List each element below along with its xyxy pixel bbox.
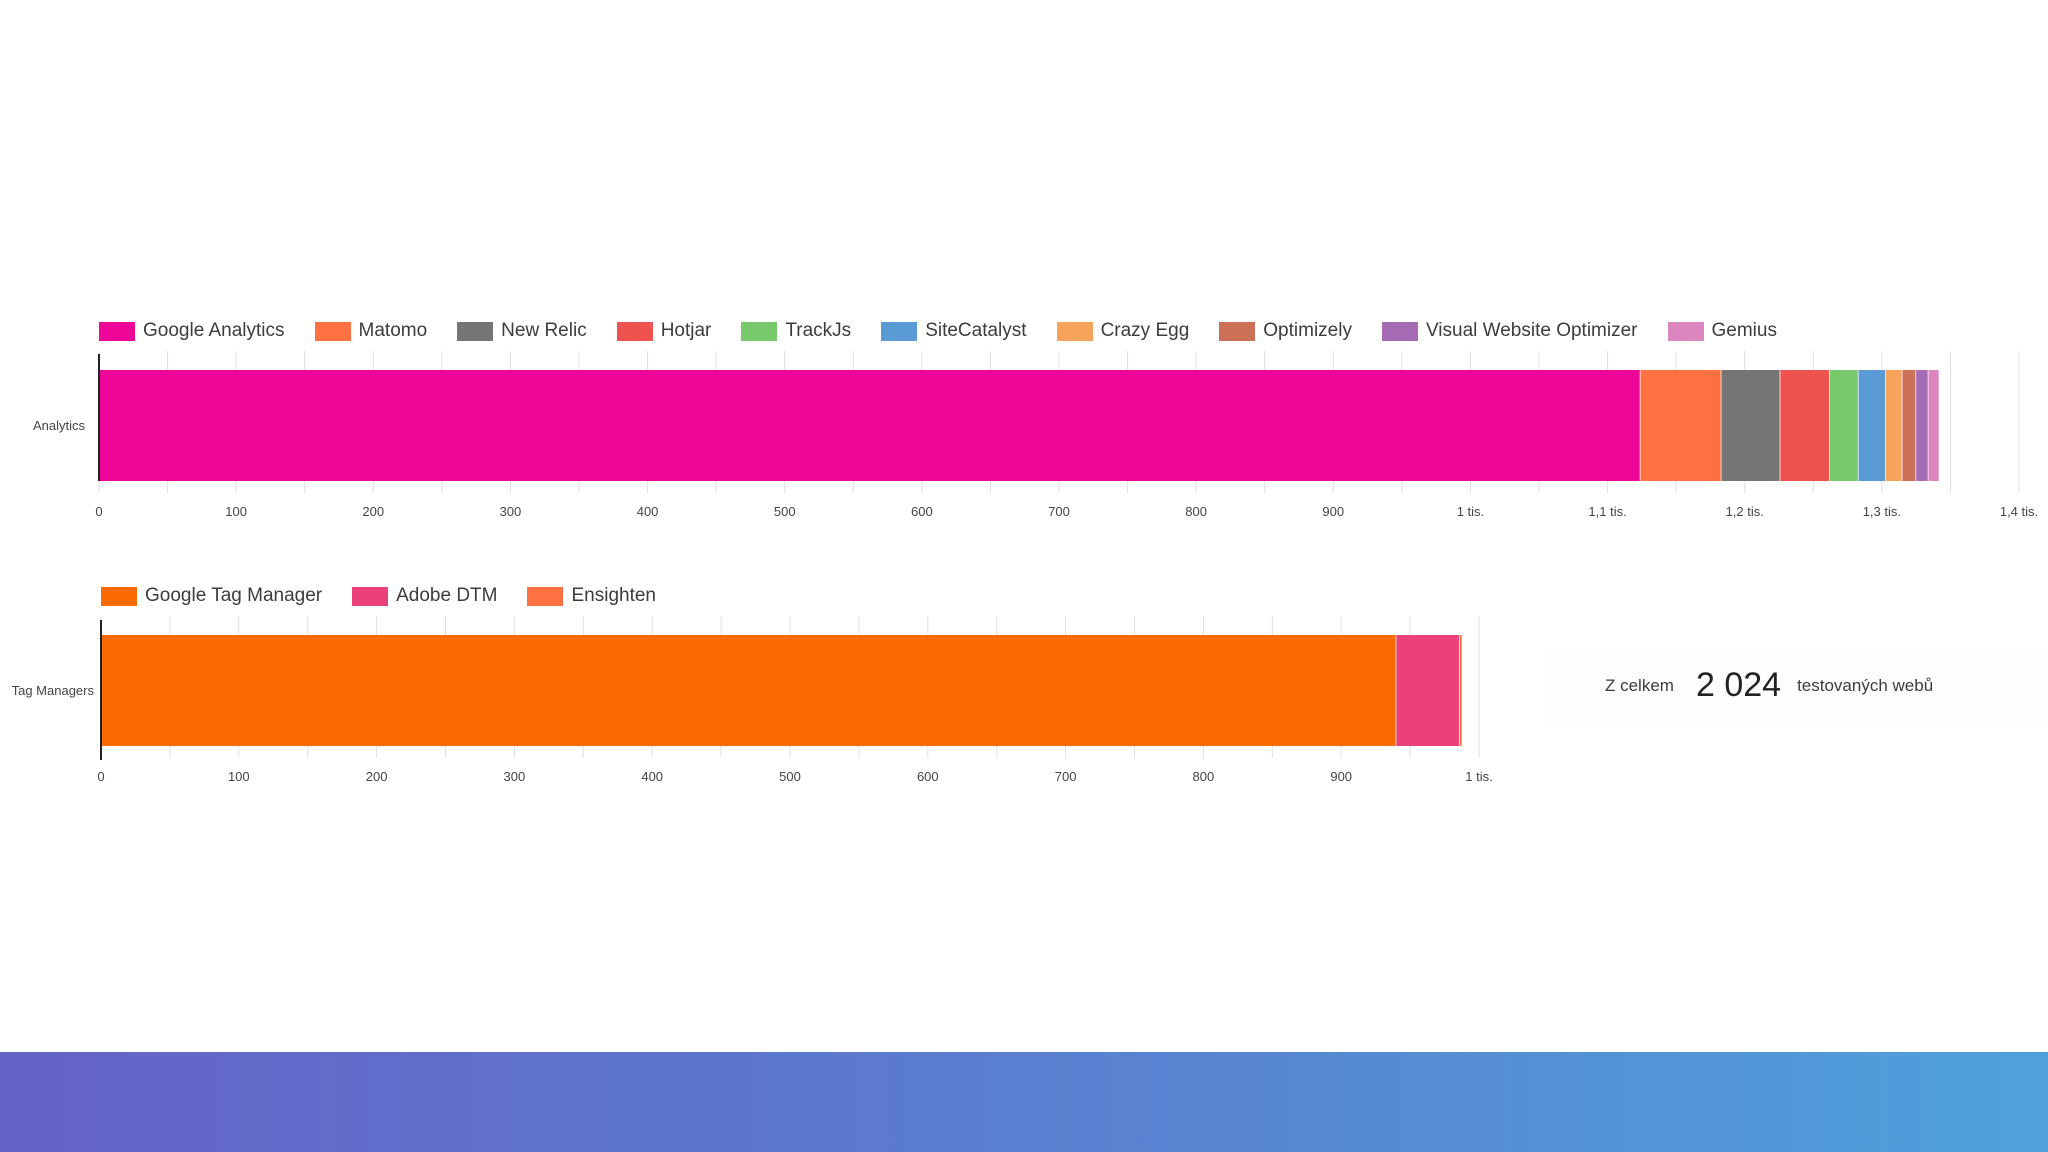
legend-swatch (101, 586, 137, 606)
legend-swatch (1381, 321, 1418, 341)
legend-swatch (527, 586, 564, 606)
x-tick-label: 0 (95, 504, 102, 519)
bar-segment-google-analytics[interactable] (99, 370, 1641, 481)
legend-label: Gemius (1711, 320, 1777, 341)
x-tick-label: 600 (911, 504, 933, 519)
summary-prefix: Z celkem (1605, 675, 1674, 695)
tag-managers-legend: Google Tag Manager Adobe DTM Ensighten (101, 585, 686, 607)
x-tick-label: 300 (500, 504, 522, 519)
legend-swatch (741, 321, 778, 341)
category-label: Analytics (33, 418, 86, 433)
x-tick-label: 700 (1055, 769, 1077, 784)
legend-swatch (457, 321, 494, 341)
legend-label: Google Tag Manager (145, 585, 323, 606)
legend-item[interactable]: Hotjar (616, 320, 712, 342)
bar-segment-trackjs[interactable] (1829, 370, 1859, 481)
legend-swatch (99, 321, 135, 341)
x-tick-label: 500 (774, 504, 796, 519)
legend-item[interactable]: Optimizely (1219, 320, 1352, 342)
x-tick-label: 400 (641, 769, 663, 784)
x-tick-label: 1 tis. (1465, 769, 1492, 784)
legend-label: TrackJs (785, 320, 852, 341)
x-tick-label: 600 (917, 769, 939, 784)
bar-segment-hotjar[interactable] (1780, 370, 1830, 481)
x-tick-label: 100 (225, 504, 247, 519)
x-tick-label: 700 (1048, 504, 1070, 519)
legend-label: Optimizely (1263, 320, 1352, 341)
x-tick-label: 0 (97, 769, 104, 784)
x-tick-label: 800 (1185, 504, 1207, 519)
legend-label: Google Analytics (143, 320, 285, 341)
bar-segment-gemius[interactable] (1928, 370, 1940, 481)
bar-segment-new-relic[interactable] (1721, 370, 1781, 481)
bar-segment-sitecatalyst[interactable] (1858, 370, 1886, 481)
summary-card (1550, 652, 2048, 726)
x-tick-label: 800 (1193, 769, 1215, 784)
legend-label: Hotjar (660, 320, 712, 341)
bar-segment-google-tag-manager[interactable] (101, 635, 1397, 746)
summary-text: Z celkem 2 024 testovaných webů (1605, 666, 1933, 705)
x-tick-label: 300 (504, 769, 526, 784)
legend-label: Matomo (358, 320, 428, 341)
x-tick-label: 200 (366, 769, 388, 784)
legend-item[interactable]: TrackJs (741, 320, 851, 342)
bar-segment-optimizely[interactable] (1902, 370, 1917, 481)
bar-segment-ensighten[interactable] (1459, 635, 1463, 746)
legend-swatch (314, 321, 351, 341)
x-tick-label: 900 (1322, 504, 1344, 519)
x-tick-label: 200 (362, 504, 384, 519)
legend-item[interactable]: Crazy Egg (1056, 320, 1190, 342)
legend-item[interactable]: Google Tag Manager (101, 585, 322, 607)
legend-label: Ensighten (571, 585, 656, 606)
summary-total: 2 024 (1695, 666, 1782, 704)
legend-item[interactable]: Ensighten (527, 585, 656, 607)
analytics-bar-chart: Analytics 0 100 200 300 400 500 600 700 800 900 1 t… (33, 351, 2038, 519)
legend-item[interactable]: Google Analytics (99, 320, 285, 342)
x-tick-label: 1 tis. (1457, 504, 1484, 519)
legend-label: New Relic (501, 320, 587, 341)
bar-segment-crazy-egg[interactable] (1885, 370, 1903, 481)
legend-item[interactable]: Matomo (314, 320, 428, 342)
legend-item[interactable]: Adobe DTM (352, 585, 497, 607)
bar-segment-matomo[interactable] (1640, 370, 1722, 481)
legend-swatch (1667, 321, 1704, 341)
analytics-legend: Google Analytics Matomo New Relic Hotjar Tra… (99, 320, 1807, 342)
x-tick-label: 1,1 tis. (1588, 504, 1626, 519)
legend-item[interactable]: SiteCatalyst (881, 320, 1027, 342)
x-tick-label: 400 (637, 504, 659, 519)
x-tick-label: 900 (1330, 769, 1352, 784)
x-tick-label: 1,4 tis. (2000, 504, 2038, 519)
tag-managers-bar-chart: Tag Managers 0 100 200 300 400 500 600 700 800 900… (12, 616, 1493, 784)
category-label: Tag Managers (12, 683, 95, 698)
x-tick-label: 100 (228, 769, 250, 784)
legend-swatch (352, 586, 389, 606)
legend-swatch (616, 321, 653, 341)
summary-suffix: testovaných webů (1797, 675, 1934, 695)
legend-item[interactable]: New Relic (457, 320, 587, 342)
legend-item[interactable]: Gemius (1667, 320, 1777, 342)
legend-label: SiteCatalyst (925, 320, 1027, 341)
bar-segment-adobe-dtm[interactable] (1396, 635, 1460, 746)
footer-gradient-band (0, 1052, 2048, 1152)
legend-label: Visual Website Optimizer (1425, 320, 1638, 341)
x-tick-label: 500 (779, 769, 801, 784)
legend-label: Crazy Egg (1100, 320, 1190, 341)
legend-swatch (1056, 321, 1093, 341)
x-tick-label: 1,2 tis. (1726, 504, 1764, 519)
legend-item[interactable]: Visual Website Optimizer (1381, 320, 1638, 342)
legend-label: Adobe DTM (396, 585, 498, 606)
bar-segment-visual-website-optimizer[interactable] (1916, 370, 1929, 481)
x-tick-label: 1,3 tis. (1863, 504, 1901, 519)
legend-swatch (1219, 321, 1256, 341)
legend-swatch (881, 321, 918, 341)
